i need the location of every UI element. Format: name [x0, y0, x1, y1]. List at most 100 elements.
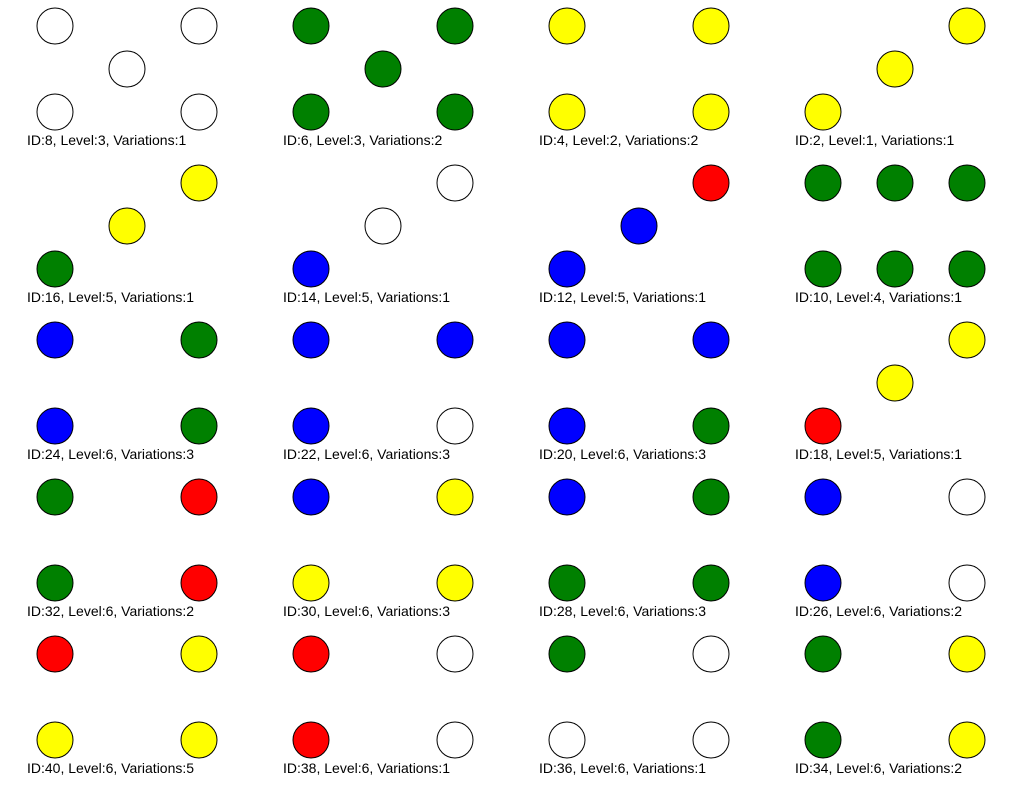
green-circle-bl — [36, 564, 74, 602]
red-circle-tr — [180, 478, 218, 516]
green-circle-tr — [948, 164, 986, 202]
green-circle-tl — [292, 7, 330, 45]
yellow-circle-mid — [108, 207, 146, 245]
blue-circle-tl — [804, 478, 842, 516]
pattern-label: ID:38, Level:6, Variations:1 — [283, 760, 450, 776]
blue-circle-bl — [292, 250, 330, 288]
red-circle-tr — [692, 164, 730, 202]
red-circle-bl — [804, 407, 842, 445]
green-circle-tl — [804, 635, 842, 673]
blue-circle-tl — [36, 321, 74, 359]
white-circle-tr — [180, 7, 218, 45]
green-circle-bm — [876, 250, 914, 288]
green-circle-br — [180, 407, 218, 445]
pattern-cell: ID:26, Level:6, Variations:2 — [795, 478, 986, 619]
pattern-label: ID:40, Level:6, Variations:5 — [27, 760, 194, 776]
green-circle-br — [436, 93, 474, 131]
green-circle-tl — [548, 635, 586, 673]
pattern-label: ID:8, Level:3, Variations:1 — [27, 132, 186, 148]
pattern-label: ID:34, Level:6, Variations:2 — [795, 760, 962, 776]
yellow-circle-tr — [948, 635, 986, 673]
white-circle-tr — [436, 635, 474, 673]
green-circle-tr — [180, 321, 218, 359]
pattern-label: ID:36, Level:6, Variations:1 — [539, 760, 706, 776]
yellow-circle-br — [436, 564, 474, 602]
green-circle-bl — [804, 721, 842, 759]
pattern-cell: ID:38, Level:6, Variations:1 — [283, 635, 474, 776]
white-circle-br — [436, 721, 474, 759]
white-circle-tr — [436, 164, 474, 202]
pattern-cell: ID:34, Level:6, Variations:2 — [795, 635, 986, 776]
yellow-circle-bl — [36, 721, 74, 759]
yellow-circle-tr — [948, 321, 986, 359]
pattern-cell: ID:36, Level:6, Variations:1 — [539, 635, 730, 776]
pattern-cell: ID:12, Level:5, Variations:1 — [539, 164, 730, 305]
green-circle-mid — [364, 50, 402, 88]
pattern-cell: ID:28, Level:6, Variations:3 — [539, 478, 730, 619]
white-circle-tl — [36, 7, 74, 45]
white-circle-bl — [36, 93, 74, 131]
white-circle-br — [948, 564, 986, 602]
green-circle-br — [948, 250, 986, 288]
blue-circle-bl — [804, 564, 842, 602]
yellow-circle-br — [692, 93, 730, 131]
blue-circle-tr — [436, 321, 474, 359]
blue-circle-bl — [548, 407, 586, 445]
green-circle-bl — [36, 250, 74, 288]
pattern-cell: ID:8, Level:3, Variations:1 — [27, 7, 218, 148]
pattern-cell: ID:10, Level:4, Variations:1 — [795, 164, 986, 305]
blue-circle-mid — [620, 207, 658, 245]
green-circle-tl — [804, 164, 842, 202]
yellow-circle-bl — [548, 93, 586, 131]
yellow-circle-br — [948, 721, 986, 759]
pattern-label: ID:20, Level:6, Variations:3 — [539, 446, 706, 462]
pattern-cell: ID:4, Level:2, Variations:2 — [539, 7, 730, 148]
white-circle-br — [436, 407, 474, 445]
white-circle-bl — [548, 721, 586, 759]
pattern-cell: ID:22, Level:6, Variations:3 — [283, 321, 474, 462]
pattern-label: ID:10, Level:4, Variations:1 — [795, 289, 962, 305]
pattern-cell: ID:18, Level:5, Variations:1 — [795, 321, 986, 462]
white-circle-mid — [108, 50, 146, 88]
pattern-label: ID:30, Level:6, Variations:3 — [283, 603, 450, 619]
pattern-label: ID:26, Level:6, Variations:2 — [795, 603, 962, 619]
pattern-label: ID:14, Level:5, Variations:1 — [283, 289, 450, 305]
pattern-label: ID:22, Level:6, Variations:3 — [283, 446, 450, 462]
blue-circle-tl — [548, 478, 586, 516]
blue-circle-tl — [292, 321, 330, 359]
pattern-cell: ID:16, Level:5, Variations:1 — [27, 164, 218, 305]
yellow-circle-bl — [804, 93, 842, 131]
blue-circle-bl — [36, 407, 74, 445]
yellow-circle-tr — [948, 7, 986, 45]
pattern-cell: ID:6, Level:3, Variations:2 — [283, 7, 474, 148]
pattern-label: ID:32, Level:6, Variations:2 — [27, 603, 194, 619]
pattern-label: ID:2, Level:1, Variations:1 — [795, 132, 954, 148]
green-circle-bl — [292, 93, 330, 131]
pattern-cell: ID:20, Level:6, Variations:3 — [539, 321, 730, 462]
pattern-cell: ID:40, Level:6, Variations:5 — [27, 635, 218, 776]
green-circle-tl — [36, 478, 74, 516]
yellow-circle-mid — [876, 364, 914, 402]
white-circle-mid — [364, 207, 402, 245]
blue-circle-tl — [292, 478, 330, 516]
yellow-circle-bl — [292, 564, 330, 602]
pattern-cell: ID:32, Level:6, Variations:2 — [27, 478, 218, 619]
white-circle-br — [692, 721, 730, 759]
yellow-circle-br — [180, 721, 218, 759]
pattern-cell: ID:24, Level:6, Variations:3 — [27, 321, 218, 462]
white-circle-br — [180, 93, 218, 131]
pattern-label: ID:16, Level:5, Variations:1 — [27, 289, 194, 305]
green-circle-tr — [692, 478, 730, 516]
green-circle-tm — [876, 164, 914, 202]
yellow-circle-tr — [180, 164, 218, 202]
green-circle-br — [692, 564, 730, 602]
yellow-circle-mid — [876, 50, 914, 88]
blue-circle-tr — [692, 321, 730, 359]
green-circle-br — [692, 407, 730, 445]
white-circle-tr — [692, 635, 730, 673]
yellow-circle-tr — [692, 7, 730, 45]
green-circle-bl — [548, 564, 586, 602]
yellow-circle-tr — [436, 478, 474, 516]
red-circle-tl — [36, 635, 74, 673]
